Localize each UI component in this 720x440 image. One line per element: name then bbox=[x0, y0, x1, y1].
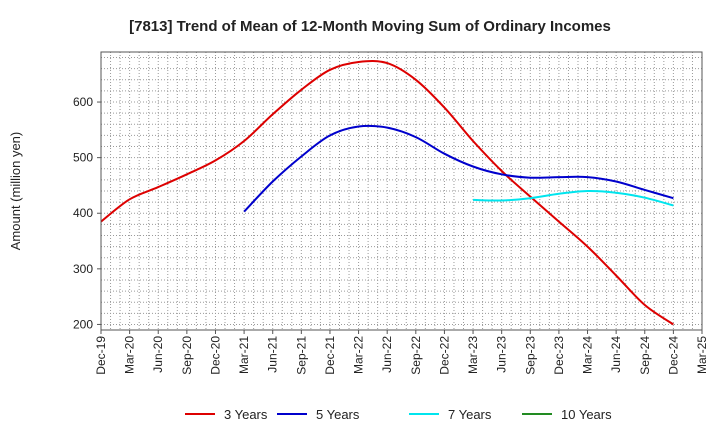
grid bbox=[101, 52, 702, 330]
axes: 200 300 400 500 600 Dec-19 Mar-20 Jun-20 Sep-20 D… bbox=[73, 51, 709, 375]
legend: 3 Years 5 Years 7 Years 10 Years bbox=[185, 407, 612, 422]
legend-label-5-years: 5 Years bbox=[316, 407, 360, 422]
y-tick-label: 400 bbox=[73, 206, 93, 220]
x-tick-label: Jun-20 bbox=[151, 336, 165, 373]
x-tick-label: Dec-21 bbox=[323, 336, 337, 375]
y-tick-label: 600 bbox=[73, 95, 93, 109]
x-tick-label: Mar-20 bbox=[123, 336, 137, 374]
series-line-5-years bbox=[243, 124, 674, 213]
x-tick-label: Dec-24 bbox=[666, 336, 680, 375]
chart-title: [7813] Trend of Mean of 12-Month Moving … bbox=[129, 18, 611, 35]
y-tick-label: 200 bbox=[73, 317, 93, 331]
legend-label-3-years: 3 Years bbox=[224, 407, 268, 422]
x-tick-label: Sep-22 bbox=[409, 336, 423, 375]
x-tick-label: Dec-19 bbox=[94, 336, 108, 375]
y-tick-label: 300 bbox=[73, 262, 93, 276]
x-tick-label: Jun-24 bbox=[609, 336, 623, 373]
x-tick-label: Dec-20 bbox=[208, 336, 222, 375]
x-tick-label: Jun-23 bbox=[495, 336, 509, 373]
x-tick-label: Dec-22 bbox=[437, 336, 451, 375]
x-tick-label: Mar-24 bbox=[581, 336, 595, 374]
plot-frame bbox=[100, 51, 703, 331]
x-tick-label: Dec-23 bbox=[552, 336, 566, 375]
legend-label-10-years: 10 Years bbox=[561, 407, 612, 422]
x-tick-label: Mar-25 bbox=[695, 336, 709, 374]
x-tick-label: Mar-21 bbox=[237, 336, 251, 374]
x-tick-label: Mar-23 bbox=[466, 336, 480, 374]
x-tick-label: Sep-20 bbox=[180, 336, 194, 375]
x-tick-label: Sep-23 bbox=[523, 336, 537, 375]
x-tick-label: Jun-22 bbox=[380, 336, 394, 373]
series-line-7-years bbox=[472, 189, 674, 207]
x-tick-label: Jun-21 bbox=[266, 336, 280, 373]
y-tick-label: 500 bbox=[73, 151, 93, 165]
x-tick-label: Mar-22 bbox=[352, 336, 366, 374]
series-line-3-years bbox=[100, 60, 674, 326]
legend-label-7-years: 7 Years bbox=[448, 407, 492, 422]
x-tick-label: Sep-24 bbox=[638, 336, 652, 375]
y-axis-label: Amount (million yen) bbox=[8, 132, 23, 251]
series-lines bbox=[100, 60, 674, 326]
x-tick-label: Sep-21 bbox=[294, 336, 308, 375]
